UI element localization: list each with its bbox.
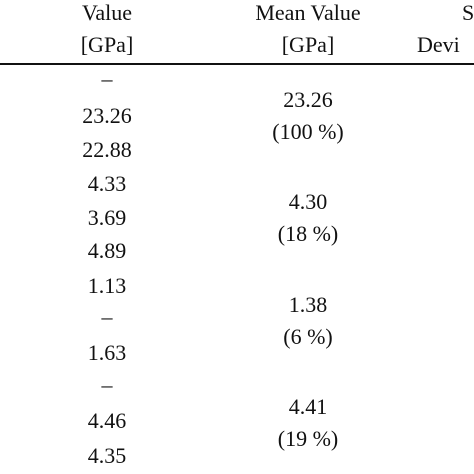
header-value: Value <box>81 0 133 25</box>
value-cell: – <box>101 304 113 329</box>
mean-cell: 4.30 <box>288 189 328 214</box>
mean-cell: 4.41 <box>288 394 328 419</box>
header-std-dev-top: S <box>462 0 474 25</box>
value-cell: – <box>101 66 113 91</box>
mean-percent: (6 %) <box>283 324 333 349</box>
value-cell: 4.33 <box>87 171 127 196</box>
header-std-dev-bottom: Devi <box>417 32 460 57</box>
mean-percent: (19 %) <box>277 426 339 451</box>
value-cell: 4.35 <box>87 443 127 468</box>
mean-percent: (100 %) <box>272 119 344 144</box>
value-cell: 1.63 <box>87 340 127 365</box>
mean-percent: (18 %) <box>277 221 339 246</box>
value-cell: 1.13 <box>87 273 127 298</box>
header-mean-unit: [GPa] <box>281 32 335 57</box>
value-cell: 22.88 <box>82 137 132 162</box>
header-value-unit: [GPa] <box>80 32 134 57</box>
mean-cell: 23.26 <box>283 87 333 112</box>
header-mean-value: Mean Value <box>255 0 361 25</box>
value-cell: 23.26 <box>82 103 132 128</box>
value-cell: – <box>101 372 113 397</box>
value-cell: 3.69 <box>87 205 127 230</box>
header-rule <box>0 63 474 65</box>
value-cell: 4.89 <box>87 238 127 263</box>
mean-cell: 1.38 <box>288 292 328 317</box>
value-cell: 4.46 <box>87 408 127 433</box>
